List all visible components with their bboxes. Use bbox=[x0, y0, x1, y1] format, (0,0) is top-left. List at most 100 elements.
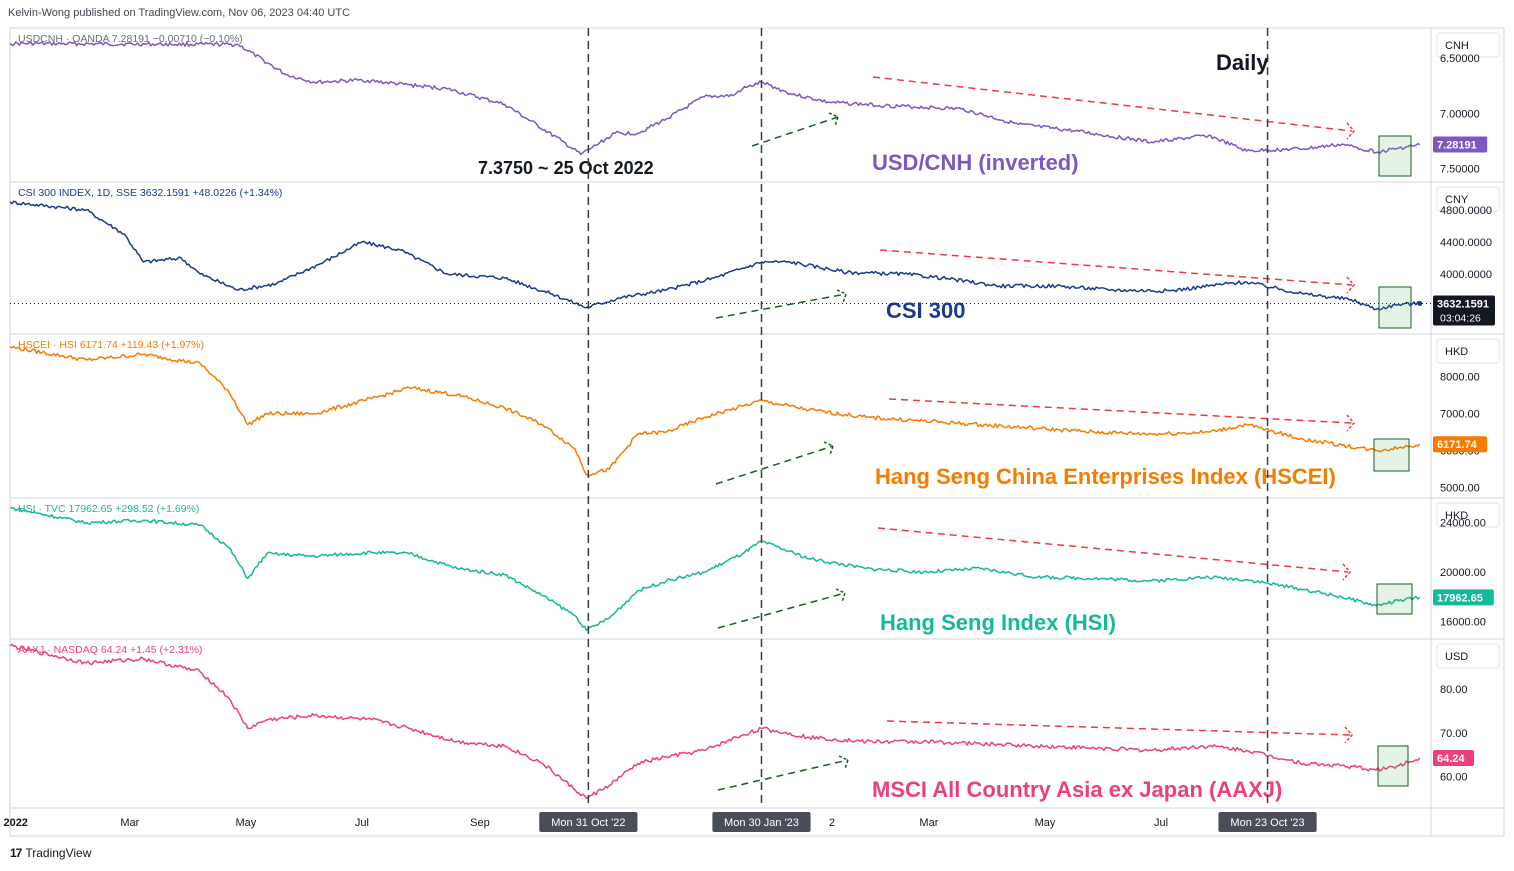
time-tick-label: Jul bbox=[355, 817, 369, 829]
low-annotation: 7.3750 ~ 25 Oct 2022 bbox=[478, 158, 654, 178]
currency-label: HKD bbox=[1445, 510, 1468, 522]
pane-legend: CSI 300 INDEX, 1D, SSE 3632.1591 +48.022… bbox=[18, 187, 282, 199]
rally-arrow-line bbox=[715, 293, 847, 319]
currency-label: HKD bbox=[1445, 346, 1468, 358]
pane-1: USDCNH · OANDA 7.28191 −0.00710 (−0.10%)… bbox=[9, 32, 1500, 176]
price-tick-label: 7000.00 bbox=[1440, 409, 1480, 421]
rebound-highlight-box bbox=[1377, 745, 1409, 787]
event-date-label: Mon 31 Oct '22 bbox=[551, 817, 625, 829]
trendline-arrowhead bbox=[1342, 563, 1351, 581]
price-tick-label: 4000.0000 bbox=[1440, 269, 1492, 281]
event-date-marker bbox=[712, 812, 811, 832]
time-tick-label: May bbox=[236, 817, 257, 829]
last-price-label: 6171.74 bbox=[1437, 439, 1478, 451]
price-tick-label: 6.50000 bbox=[1440, 53, 1480, 65]
pane-legend: AAXJ · NASDAQ 64.24 +1.45 (+2.31%) bbox=[18, 644, 202, 656]
price-tick-label: 70.00 bbox=[1440, 728, 1468, 740]
price-tick-label: 5000.00 bbox=[1440, 483, 1480, 495]
chart-frame bbox=[9, 27, 1505, 837]
resistance-trendline bbox=[877, 527, 1349, 573]
currency-box bbox=[1436, 186, 1500, 212]
series-name-label: CSI 300 bbox=[886, 298, 966, 323]
event-date-marker bbox=[539, 812, 638, 832]
event-date-label: Mon 23 Oct '23 bbox=[1230, 817, 1304, 829]
rebound-highlight-box bbox=[1378, 286, 1412, 329]
price-tick-label: 4400.0000 bbox=[1440, 237, 1492, 249]
timeframe-label: Daily bbox=[1216, 50, 1269, 75]
series-name-label: Hang Seng Index (HSI) bbox=[880, 610, 1116, 635]
pane-5: AAXJ · NASDAQ 64.24 +1.45 (+2.31%) USD 80.… bbox=[9, 638, 1504, 800]
price-tick-label: 7.00000 bbox=[1440, 108, 1480, 120]
currency-box bbox=[1436, 338, 1500, 364]
last-price-marker bbox=[1433, 750, 1474, 767]
currency-box bbox=[1436, 643, 1500, 669]
rebound-highlight-box bbox=[1373, 438, 1410, 472]
time-tick-label: Mar bbox=[120, 817, 139, 829]
series-name-label: USD/CNH (inverted) bbox=[872, 150, 1079, 175]
price-tick-label: 24000.00 bbox=[1440, 518, 1486, 530]
currency-box bbox=[1436, 502, 1500, 528]
pane-2: CSI 300 INDEX, 1D, SSE 3632.1591 +48.022… bbox=[9, 181, 1504, 326]
last-price-marker bbox=[1433, 295, 1495, 326]
currency-label: CNH bbox=[1445, 40, 1469, 52]
rally-arrowhead bbox=[835, 588, 846, 603]
resistance-trendline bbox=[886, 720, 1351, 736]
currency-box bbox=[1436, 32, 1500, 58]
last-price-marker bbox=[1433, 136, 1488, 153]
time-tick-label: Jul bbox=[1154, 817, 1168, 829]
price-tick-label: 60.00 bbox=[1440, 772, 1468, 784]
countdown-label: 03:04:26 bbox=[1440, 312, 1481, 324]
last-price-label: 3632.1591 bbox=[1437, 298, 1489, 310]
pane-legend: HSCEI · HSI 6171.74 +119.43 (+1.97%) bbox=[18, 339, 204, 351]
pane-legend: HSI · TVC 17962.65 +298.52 (+1.69%) bbox=[18, 503, 199, 515]
time-tick-label: May bbox=[1035, 817, 1056, 829]
last-price-label: 17962.65 bbox=[1437, 592, 1483, 604]
trendline-arrowhead bbox=[1346, 122, 1355, 140]
price-tick-label: 4800.0000 bbox=[1440, 205, 1492, 217]
last-point-dot bbox=[1417, 300, 1423, 306]
price-tick-label: 7.50000 bbox=[1440, 164, 1480, 176]
price-tick-label: 80.00 bbox=[1440, 684, 1468, 696]
attribution-header: Kelvin-Wong published on TradingView.com… bbox=[8, 7, 351, 19]
last-price-marker bbox=[1433, 589, 1494, 606]
rally-arrowhead bbox=[836, 289, 847, 304]
last-price-label: 64.24 bbox=[1437, 753, 1465, 765]
series-line bbox=[9, 41, 1421, 156]
pane-4: HSI · TVC 17962.65 +298.52 (+1.69%) HKD24… bbox=[10, 497, 1504, 632]
currency-label: CNY bbox=[1445, 194, 1469, 206]
footer-brand: TradingView bbox=[25, 846, 92, 860]
series-line bbox=[9, 643, 1421, 800]
event-date-marker bbox=[1218, 812, 1317, 832]
event-date-label: Mon 30 Jan '23 bbox=[724, 817, 799, 829]
rebound-highlight-box bbox=[1376, 583, 1413, 615]
rally-arrow-line bbox=[715, 445, 834, 485]
last-price-label: 7.28191 bbox=[1437, 140, 1477, 152]
rally-arrow-line bbox=[751, 116, 839, 147]
series-line bbox=[9, 200, 1421, 311]
time-tick-label: 2022 bbox=[3, 817, 27, 829]
panes-layer: USDCNH · OANDA 7.28191 −0.00710 (−0.10%)… bbox=[9, 27, 1505, 837]
trendline-arrowhead bbox=[1346, 414, 1355, 432]
series-name-label: Hang Seng China Enterprises Index (HSCEI… bbox=[875, 464, 1336, 489]
rally-arrowhead bbox=[823, 441, 834, 456]
price-tick-label: 20000.00 bbox=[1440, 567, 1486, 579]
annotations-layer: USD/CNH (inverted) 7.3750 ~ 25 Oct 2022 CS… bbox=[478, 28, 1413, 808]
series-line bbox=[9, 345, 1421, 477]
rally-arrowhead bbox=[838, 755, 849, 770]
trendline-arrowhead bbox=[1346, 276, 1355, 294]
time-tick-label: Mar bbox=[919, 817, 938, 829]
last-price-marker bbox=[1433, 436, 1488, 453]
footer: 17 TradingView bbox=[10, 846, 91, 860]
time-tick-label: 2 bbox=[829, 817, 835, 829]
trendline-arrowhead bbox=[1344, 726, 1353, 744]
rally-arrow-line bbox=[717, 592, 846, 629]
series-name-label: MSCI All Country Asia ex Japan (AAXJ) bbox=[872, 777, 1282, 802]
resistance-trendline bbox=[879, 249, 1353, 286]
price-tick-label: 8000.00 bbox=[1440, 372, 1480, 384]
series-line bbox=[10, 507, 1421, 632]
price-tick-label: 16000.00 bbox=[1440, 617, 1486, 629]
time-tick-label: Sep bbox=[470, 817, 490, 829]
pane-3: HSCEI · HSI 6171.74 +119.43 (+1.97%) HKD 8… bbox=[9, 333, 1504, 495]
rebound-highlight-box bbox=[1378, 135, 1412, 177]
